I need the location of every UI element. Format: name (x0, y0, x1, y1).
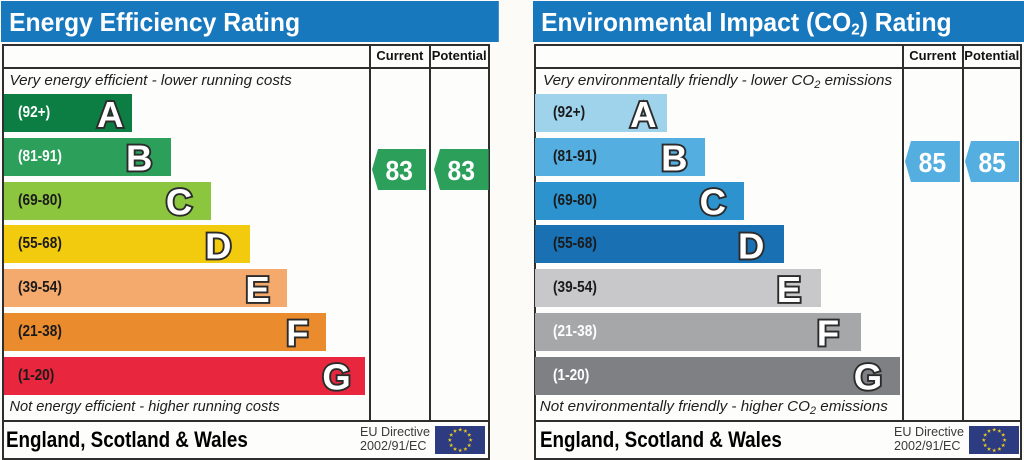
svg-text:G: G (854, 357, 882, 398)
svg-text:83: 83 (448, 155, 475, 186)
svg-text:F: F (817, 313, 839, 354)
svg-text:D: D (205, 225, 231, 266)
svg-text:A: A (97, 94, 123, 135)
svg-text:85: 85 (919, 147, 946, 178)
svg-text:C: C (700, 182, 726, 223)
svg-text:83: 83 (385, 155, 412, 186)
svg-text:85: 85 (978, 147, 1006, 178)
svg-text:C: C (166, 182, 192, 223)
svg-text:F: F (286, 313, 308, 354)
svg-text:B: B (126, 138, 152, 179)
svg-text:A: A (630, 94, 656, 135)
svg-text:E: E (777, 269, 801, 310)
svg-text:G: G (322, 357, 350, 398)
svg-text:E: E (245, 269, 269, 310)
svg-text:B: B (661, 138, 687, 179)
svg-text:D: D (738, 225, 764, 266)
